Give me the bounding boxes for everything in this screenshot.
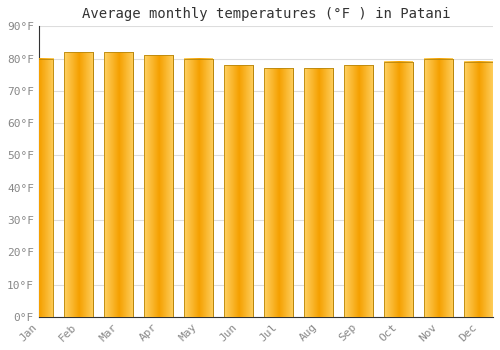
Bar [424, 58, 453, 317]
Bar [344, 65, 373, 317]
Bar [304, 68, 333, 317]
Bar [424, 58, 453, 317]
Bar [24, 58, 53, 317]
Bar [384, 62, 413, 317]
Bar [464, 62, 493, 317]
Title: Average monthly temperatures (°F ) in Patani: Average monthly temperatures (°F ) in Pa… [82, 7, 450, 21]
Bar [344, 65, 373, 317]
Bar [104, 52, 133, 317]
Bar [184, 58, 213, 317]
Bar [144, 55, 173, 317]
Bar [144, 55, 173, 317]
Bar [264, 68, 293, 317]
Bar [464, 62, 493, 317]
Bar [224, 65, 253, 317]
Bar [224, 65, 253, 317]
Bar [64, 52, 93, 317]
Bar [304, 68, 333, 317]
Bar [184, 58, 213, 317]
Bar [384, 62, 413, 317]
Bar [64, 52, 93, 317]
Bar [104, 52, 133, 317]
Bar [24, 58, 53, 317]
Bar [264, 68, 293, 317]
